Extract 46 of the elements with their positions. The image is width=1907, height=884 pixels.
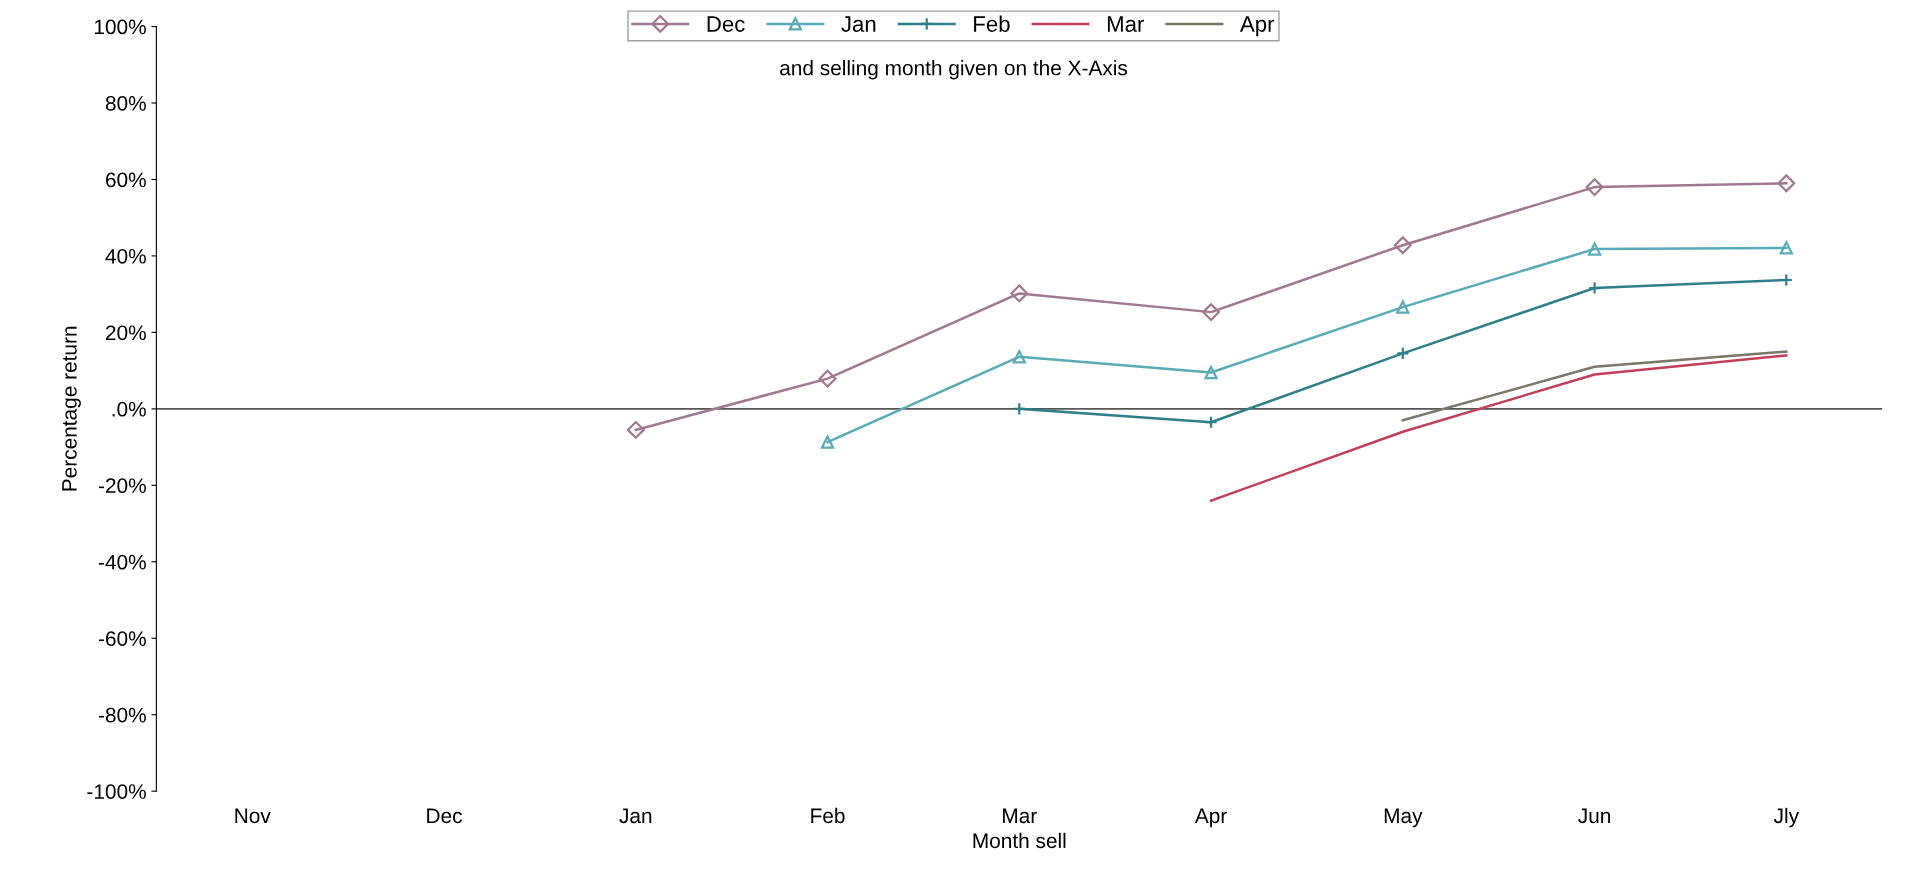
point: [1012, 402, 1026, 416]
y-tick-label: 80%: [105, 95, 146, 111]
legend-label: Apr: [1239, 16, 1275, 37]
x-axis-title: Month sell: [973, 832, 1066, 849]
point: [1779, 241, 1793, 255]
point: [1393, 236, 1412, 255]
text: and selling month given on the X-Axis: [780, 60, 1128, 80]
point: [1010, 284, 1029, 303]
x-tick-label: May: [1384, 808, 1423, 828]
x-tick-label: Mar: [1003, 808, 1037, 824]
point: [1204, 365, 1218, 380]
point: [818, 369, 837, 388]
y-tick-label: -20%: [98, 478, 146, 494]
x-tick-label: Feb: [811, 807, 845, 824]
y-tick-label: -100%: [87, 784, 146, 799]
point: [1396, 346, 1410, 361]
x-tick-label: Apr: [1194, 808, 1227, 828]
legend-label: Jan: [841, 16, 876, 32]
y-axis-title: Percentage return: [62, 326, 81, 491]
x-tick-label: Dec: [427, 808, 462, 824]
y-tick-label: 20%: [106, 325, 146, 341]
point: [1585, 178, 1604, 197]
point: [1587, 242, 1602, 256]
x-tick-label: Nov: [235, 808, 271, 824]
y-tick-label: 60%: [106, 172, 146, 188]
y-tick-label: -80%: [98, 707, 146, 723]
legend-label: Dec: [707, 16, 745, 32]
y-tick-label: 100%: [94, 19, 146, 35]
point: [1777, 174, 1796, 193]
x-tick-label: Jan: [619, 808, 652, 824]
legend-label: Feb: [974, 15, 1010, 32]
x-tick-label: Jun: [1578, 808, 1611, 824]
point: [820, 435, 835, 449]
y-tick-label: -40%: [98, 554, 146, 570]
point: [1012, 350, 1026, 364]
y-tick-label: -60%: [98, 631, 146, 646]
y-tick-label: .0%: [112, 401, 146, 417]
point: [1202, 303, 1221, 322]
legend-label: Mar: [1107, 16, 1145, 32]
point: [1587, 281, 1602, 295]
point: [626, 420, 645, 439]
x-tick-label: Jly: [1773, 807, 1800, 828]
point: [1204, 415, 1218, 429]
y-tick-label: 40%: [105, 248, 146, 264]
line-series: [1209, 354, 1788, 502]
point: [1396, 300, 1410, 314]
